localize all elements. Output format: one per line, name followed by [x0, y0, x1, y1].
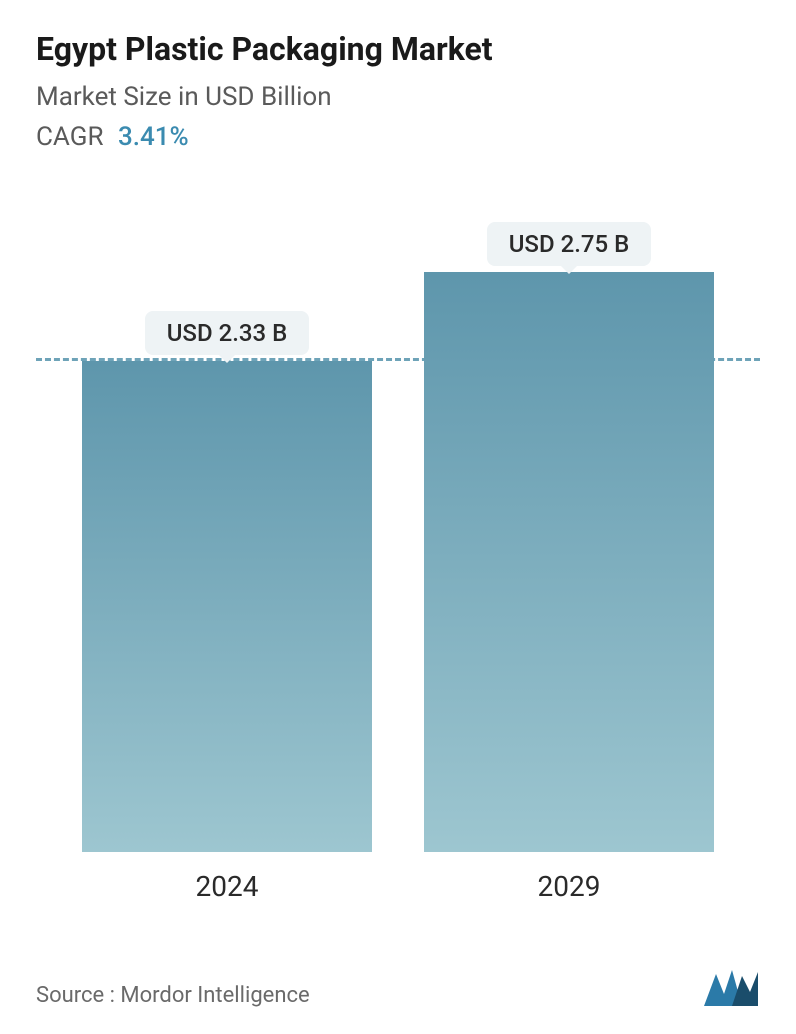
- x-axis-label: 2024: [82, 870, 372, 903]
- bar-group: USD 2.33 B: [82, 311, 372, 852]
- chart-title: Egypt Plastic Packaging Market: [36, 30, 760, 68]
- bar-group: USD 2.75 B: [424, 222, 714, 852]
- x-axis-labels: 2024 2029: [36, 852, 760, 903]
- logo-icon: [702, 966, 760, 1008]
- bar-value-badge: USD 2.33 B: [145, 311, 310, 355]
- chart-subtitle: Market Size in USD Billion: [36, 82, 760, 112]
- bar: [424, 272, 714, 852]
- bar: [82, 361, 372, 852]
- source-text: Source : Mordor Intelligence: [36, 983, 310, 1008]
- chart-area: USD 2.33 B USD 2.75 B: [36, 212, 760, 852]
- cagr-line: CAGR 3.41%: [36, 122, 760, 152]
- x-axis-label: 2029: [424, 870, 714, 903]
- bar-value-badge: USD 2.75 B: [487, 222, 652, 266]
- footer: Source : Mordor Intelligence: [36, 966, 760, 1008]
- cagr-value: 3.41%: [118, 122, 189, 152]
- cagr-label: CAGR: [36, 122, 103, 152]
- bars-container: USD 2.33 B USD 2.75 B: [36, 212, 760, 852]
